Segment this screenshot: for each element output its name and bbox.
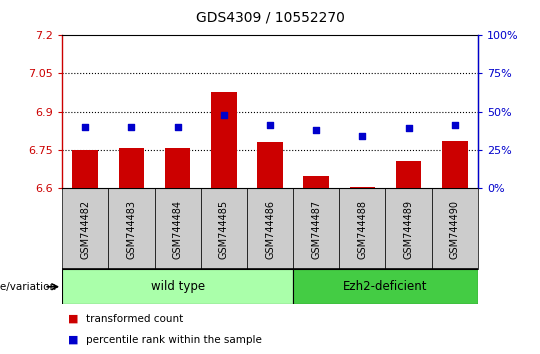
Point — [266, 122, 274, 128]
Text: GSM744490: GSM744490 — [450, 200, 460, 259]
Text: ■: ■ — [68, 314, 78, 324]
Bar — [257, 142, 283, 188]
Text: percentile rank within the sample: percentile rank within the sample — [86, 335, 262, 345]
Bar — [386, 188, 431, 269]
Point — [81, 124, 90, 130]
Text: Ezh2-deficient: Ezh2-deficient — [343, 280, 428, 293]
Bar — [72, 149, 98, 188]
Point — [404, 125, 413, 131]
Bar — [303, 176, 329, 188]
Text: GSM744486: GSM744486 — [265, 200, 275, 259]
Point — [358, 133, 367, 139]
Point — [173, 124, 182, 130]
Point — [127, 124, 136, 130]
Bar — [201, 188, 247, 269]
Bar — [339, 188, 386, 269]
Text: GSM744482: GSM744482 — [80, 200, 90, 259]
Bar — [293, 188, 339, 269]
Text: GSM744484: GSM744484 — [173, 200, 183, 259]
Text: transformed count: transformed count — [86, 314, 184, 324]
Point — [450, 122, 459, 128]
Bar — [62, 188, 109, 269]
Text: GDS4309 / 10552270: GDS4309 / 10552270 — [195, 11, 345, 25]
Point — [312, 127, 321, 133]
Bar — [396, 161, 421, 188]
Bar — [211, 92, 237, 188]
Bar — [350, 187, 375, 188]
Text: GSM744488: GSM744488 — [357, 200, 367, 259]
Text: wild type: wild type — [151, 280, 205, 293]
Text: GSM744485: GSM744485 — [219, 200, 229, 259]
Text: GSM744483: GSM744483 — [126, 200, 137, 259]
Bar — [442, 141, 468, 188]
Bar — [119, 148, 144, 188]
Bar — [431, 188, 478, 269]
Text: ■: ■ — [68, 335, 78, 345]
Text: GSM744487: GSM744487 — [311, 200, 321, 259]
Bar — [247, 188, 293, 269]
Point — [219, 112, 228, 118]
Bar — [62, 269, 293, 304]
Bar — [165, 148, 190, 188]
Text: genotype/variation: genotype/variation — [0, 282, 57, 292]
Bar — [109, 188, 154, 269]
Bar — [293, 269, 478, 304]
Text: GSM744489: GSM744489 — [403, 200, 414, 259]
Bar — [154, 188, 201, 269]
